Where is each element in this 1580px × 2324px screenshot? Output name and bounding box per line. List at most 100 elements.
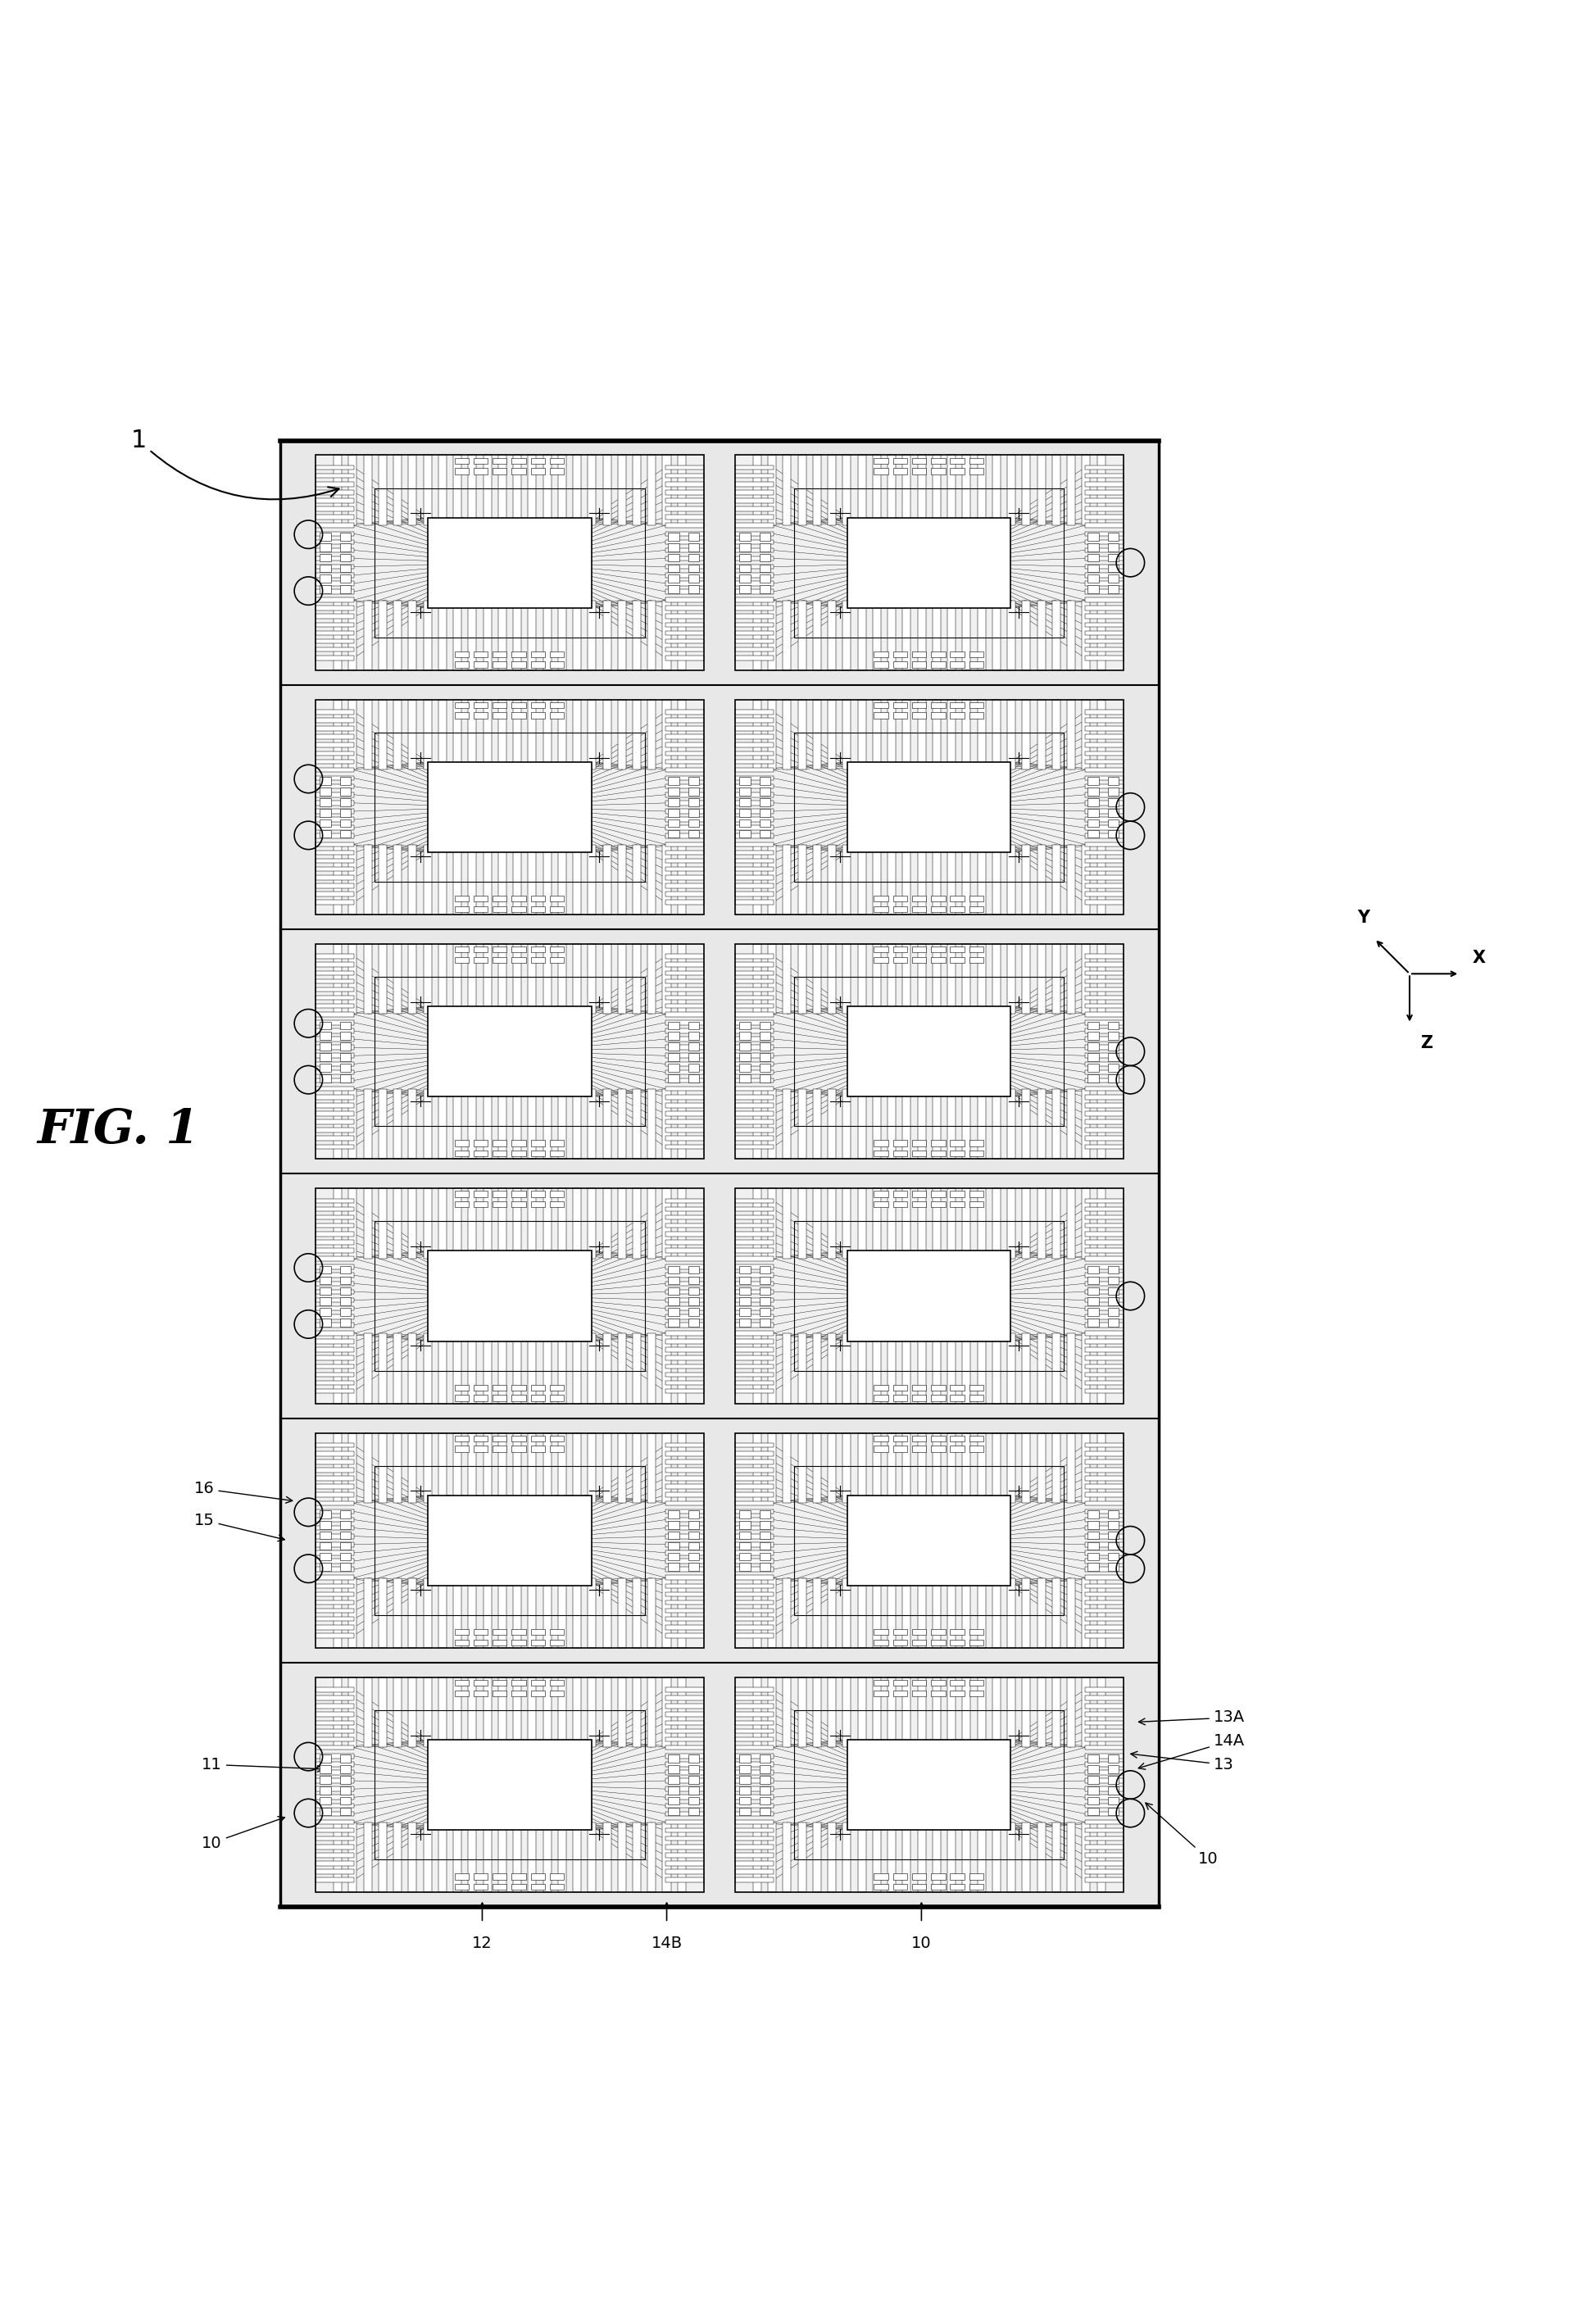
Bar — [950, 662, 964, 667]
Bar — [474, 1446, 488, 1452]
Bar — [393, 844, 401, 916]
Bar — [316, 630, 354, 634]
Bar — [602, 600, 611, 669]
Bar — [912, 1690, 926, 1697]
Bar — [872, 700, 882, 769]
Bar — [340, 1032, 351, 1039]
Bar — [665, 532, 705, 537]
Bar — [735, 523, 774, 528]
Bar — [665, 776, 705, 781]
Bar — [1087, 1543, 1098, 1550]
Bar — [316, 1820, 354, 1824]
Bar — [453, 456, 461, 525]
Bar — [978, 844, 986, 916]
Bar — [689, 1766, 700, 1773]
Bar — [665, 1241, 705, 1243]
Bar — [316, 818, 354, 823]
Bar — [321, 1053, 330, 1062]
Bar — [665, 474, 705, 479]
Bar — [428, 762, 591, 853]
Bar — [678, 1678, 686, 1748]
Bar — [668, 1776, 679, 1785]
Bar — [735, 1518, 774, 1522]
Bar — [493, 1690, 507, 1697]
Bar — [423, 844, 431, 916]
Bar — [969, 1885, 983, 1889]
Bar — [316, 1020, 354, 1025]
Bar — [689, 1564, 700, 1571]
Bar — [931, 1680, 945, 1685]
Bar — [1022, 944, 1030, 1013]
Bar — [992, 1578, 1000, 1648]
Bar — [948, 600, 956, 669]
Bar — [1085, 1030, 1123, 1034]
Bar — [735, 1534, 774, 1538]
Bar — [514, 1434, 521, 1504]
Bar — [455, 1873, 469, 1880]
Bar — [321, 1308, 330, 1315]
Bar — [316, 1566, 354, 1571]
Bar — [316, 1703, 354, 1708]
Bar — [828, 1334, 836, 1404]
Bar — [574, 600, 581, 669]
Bar — [316, 1111, 354, 1116]
Bar — [665, 1206, 705, 1211]
Bar — [874, 1141, 888, 1146]
Bar — [1085, 767, 1123, 772]
Bar — [1087, 1308, 1098, 1315]
Bar — [912, 1638, 926, 1645]
Bar — [858, 1434, 866, 1504]
Bar — [893, 946, 907, 953]
Bar — [1085, 1104, 1123, 1109]
Bar — [739, 1074, 750, 1083]
Bar — [316, 988, 354, 992]
Bar — [1085, 834, 1123, 839]
Bar — [316, 607, 354, 611]
Bar — [735, 1111, 774, 1116]
Bar — [316, 1755, 354, 1759]
Bar — [316, 456, 705, 669]
Bar — [340, 830, 351, 837]
Bar — [1108, 1023, 1119, 1030]
Bar — [735, 581, 774, 586]
Bar — [665, 607, 705, 611]
Bar — [1085, 1371, 1123, 1376]
Bar — [665, 1127, 705, 1132]
Text: 11: 11 — [202, 1757, 324, 1773]
Bar — [754, 1434, 762, 1504]
Bar — [602, 700, 611, 769]
Bar — [1087, 1808, 1098, 1815]
Bar — [316, 1459, 354, 1464]
Bar — [1097, 456, 1104, 525]
Bar — [544, 1678, 551, 1748]
Bar — [1087, 1766, 1098, 1773]
Bar — [1036, 1434, 1046, 1504]
Bar — [948, 1188, 956, 1257]
Bar — [528, 1090, 536, 1160]
Bar — [1085, 1720, 1123, 1724]
Bar — [349, 1434, 357, 1504]
Bar — [316, 1829, 354, 1834]
Bar — [1085, 1810, 1123, 1815]
Bar — [374, 732, 645, 881]
Bar — [735, 1030, 774, 1034]
Bar — [668, 1766, 679, 1773]
Bar — [321, 1543, 330, 1550]
Bar — [874, 662, 888, 667]
Bar — [665, 867, 705, 872]
Bar — [918, 1434, 926, 1504]
Bar — [665, 1508, 705, 1513]
Bar — [739, 1755, 750, 1762]
Bar — [668, 1064, 679, 1071]
Bar — [1022, 1334, 1030, 1404]
Bar — [528, 1578, 536, 1648]
Bar — [858, 700, 866, 769]
Bar — [665, 883, 705, 888]
Bar — [735, 1736, 774, 1741]
Bar — [514, 600, 521, 669]
Bar — [912, 651, 926, 658]
Bar — [665, 1794, 705, 1799]
Bar — [316, 1550, 354, 1555]
Bar — [842, 1578, 852, 1648]
Bar — [689, 1287, 700, 1294]
